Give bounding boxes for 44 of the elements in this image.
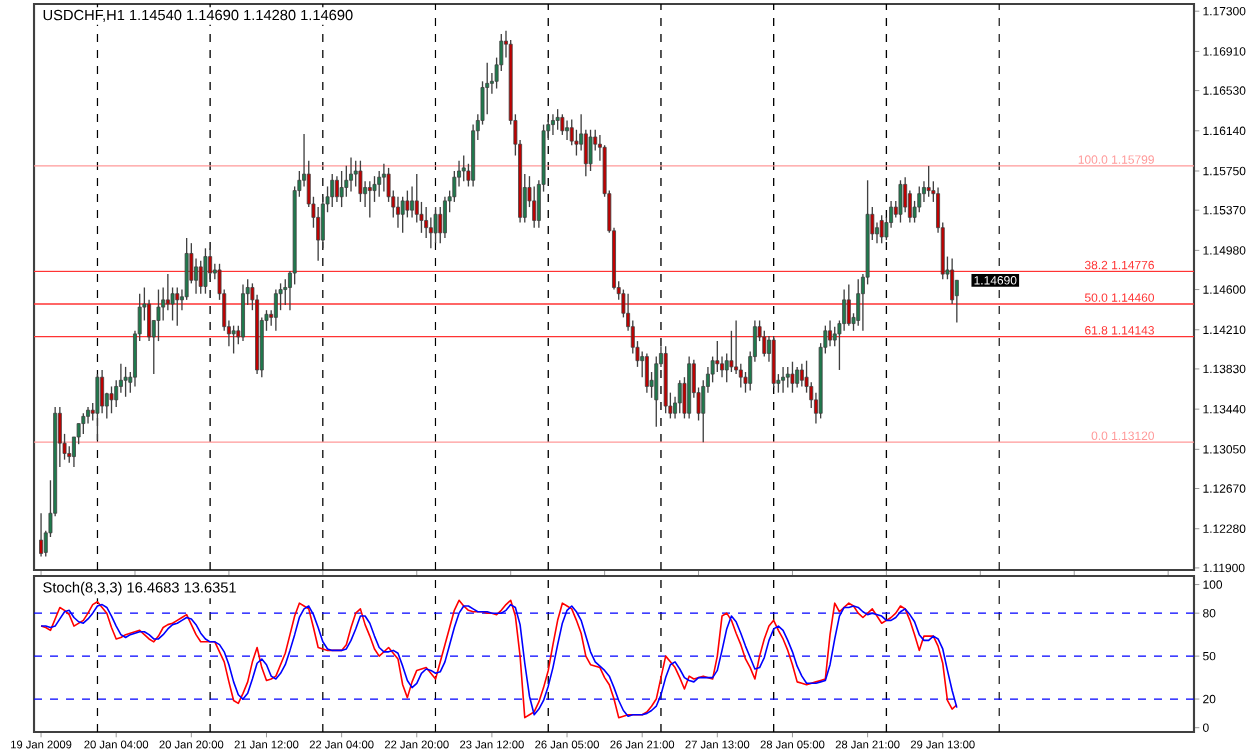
candlestick [123, 366, 128, 398]
candlestick [349, 156, 353, 193]
candlestick [898, 179, 903, 224]
candlestick [785, 366, 790, 389]
candlestick [799, 363, 804, 388]
candlestick [109, 385, 114, 414]
candlestick [396, 196, 400, 229]
candlestick [203, 247, 208, 295]
candlestick [790, 361, 795, 394]
candlestick [644, 352, 649, 394]
candlestick [175, 286, 180, 327]
candlestick [677, 379, 682, 414]
candlestick [442, 196, 447, 239]
candlestick [330, 173, 335, 208]
candlestick [781, 366, 786, 394]
candlestick [283, 278, 288, 306]
candlestick [560, 113, 565, 136]
candlestick [81, 412, 86, 435]
candlestick [555, 108, 560, 131]
candlestick [367, 180, 372, 219]
candlestick [198, 260, 203, 295]
candlestick [879, 214, 884, 244]
candlestick [334, 175, 339, 203]
candlestick [461, 154, 466, 182]
candlestick [231, 324, 236, 355]
candlestick [551, 113, 555, 136]
candlestick [39, 512, 44, 558]
candlestick [156, 288, 161, 342]
candlestick [828, 319, 832, 347]
candlestick [715, 340, 720, 373]
candlestick [846, 283, 851, 327]
candlestick [565, 119, 569, 141]
candlestick [339, 170, 344, 208]
candlestick [405, 189, 410, 219]
candlestick [358, 160, 363, 203]
candlestick [400, 196, 405, 234]
candlestick [273, 288, 278, 332]
candlestick [795, 366, 800, 389]
candlestick [856, 278, 861, 327]
candlestick [353, 160, 358, 188]
candlestick [926, 165, 931, 198]
candlestick [588, 129, 593, 172]
candlestick [241, 283, 245, 342]
candlestick [377, 170, 382, 198]
